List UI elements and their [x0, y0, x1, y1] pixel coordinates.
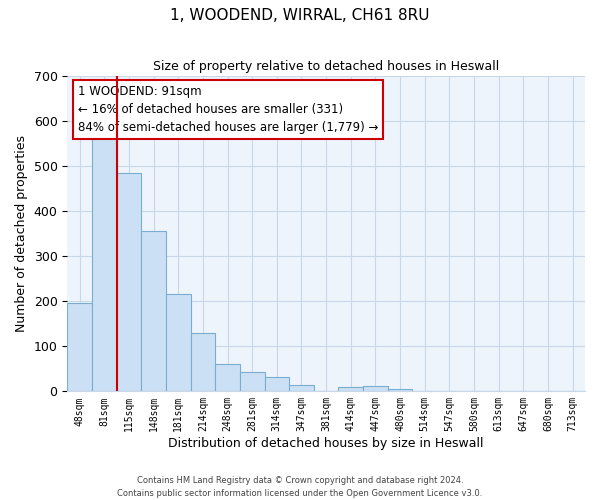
Bar [289, 384, 314, 392]
Bar [191, 332, 215, 392]
Y-axis label: Number of detached properties: Number of detached properties [15, 135, 28, 332]
Bar [388, 389, 412, 392]
Bar [67, 304, 92, 392]
Bar [338, 387, 363, 392]
X-axis label: Distribution of detached houses by size in Heswall: Distribution of detached houses by size … [169, 437, 484, 450]
Bar [141, 231, 166, 392]
Bar [363, 386, 388, 392]
Text: 1, WOODEND, WIRRAL, CH61 8RU: 1, WOODEND, WIRRAL, CH61 8RU [170, 8, 430, 22]
Bar [265, 377, 289, 392]
Bar [240, 372, 265, 392]
Text: 1 WOODEND: 91sqm
← 16% of detached houses are smaller (331)
84% of semi-detached: 1 WOODEND: 91sqm ← 16% of detached house… [77, 85, 378, 134]
Bar [166, 294, 191, 392]
Text: Contains HM Land Registry data © Crown copyright and database right 2024.
Contai: Contains HM Land Registry data © Crown c… [118, 476, 482, 498]
Title: Size of property relative to detached houses in Heswall: Size of property relative to detached ho… [153, 60, 499, 73]
Bar [116, 172, 141, 392]
Bar [215, 364, 240, 392]
Bar [92, 130, 116, 392]
